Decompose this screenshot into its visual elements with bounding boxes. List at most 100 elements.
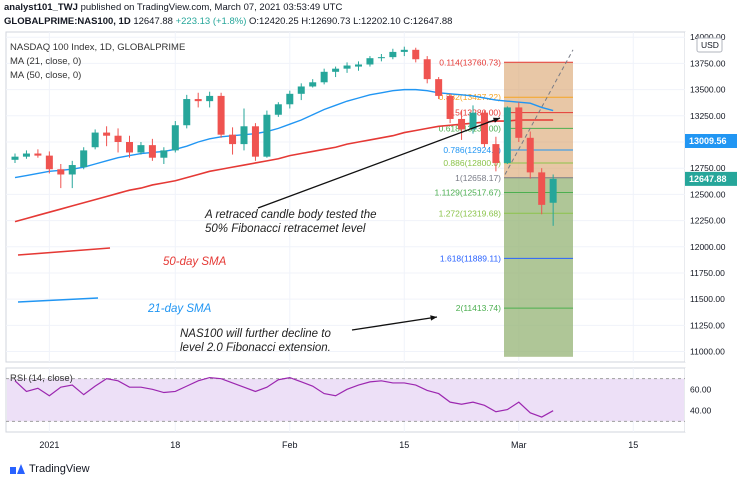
candle-body — [80, 150, 88, 168]
author-name[interactable]: analyst101_TWJ — [4, 2, 78, 13]
candle-body — [355, 64, 362, 67]
candle-body — [400, 49, 408, 52]
candle-body — [206, 95, 214, 102]
candle-body — [526, 137, 534, 173]
price-axis-label: 13500.00 — [690, 85, 726, 95]
price-tag — [685, 133, 737, 148]
candle-body — [332, 68, 340, 72]
annotation-arrow-decline-head — [430, 315, 437, 321]
candle-body — [11, 156, 19, 160]
candle-body — [240, 126, 248, 145]
fib-level-label: 1.618(11889.11) — [440, 253, 501, 263]
currency-label: USD — [701, 40, 719, 50]
fib-trend-line — [504, 49, 574, 175]
candle-body — [469, 112, 477, 130]
rsi-axis-label: 40.00 — [690, 406, 712, 416]
ma50-sample-line — [17, 247, 111, 256]
candle-body — [446, 95, 454, 119]
annotation-arrow-retrace-head — [493, 117, 500, 123]
annotation-retrace-line2: 50% Fibonacci retracemet level — [205, 223, 366, 235]
candle-body — [148, 145, 156, 158]
fib-level-label: 0.114(13760.73) — [439, 57, 501, 67]
candle-body — [412, 49, 420, 60]
candle-body — [503, 107, 511, 163]
candle-body — [45, 155, 53, 170]
price-axis-label: 12750.00 — [690, 163, 726, 173]
price-axis-label: 11750.00 — [690, 268, 725, 278]
candle-body — [377, 57, 385, 59]
annotation-decline-line2: level 2.0 Fibonacci extension. — [180, 342, 331, 354]
fib-level-label: 0.382(13427.22) — [439, 92, 502, 102]
candle-body — [194, 99, 202, 102]
currency-button[interactable] — [696, 37, 723, 53]
time-axis-label: 2021 — [39, 440, 59, 450]
rsi-axis-label: 60.00 — [690, 384, 712, 394]
candle-body — [229, 134, 237, 145]
candle-body — [137, 145, 145, 153]
candle-body — [492, 144, 500, 163]
price-axis — [685, 32, 740, 362]
annotation-ma50: 50-day SMA — [163, 256, 227, 268]
fib-level-label: 2(11413.74) — [456, 303, 501, 313]
rsi-axis — [685, 368, 740, 432]
candle-body — [160, 150, 168, 158]
candle-body — [183, 99, 191, 126]
chart-legend-title: NASDAQ 100 Index, 1D, GLOBALPRIME — [10, 42, 186, 53]
candle-body — [389, 51, 397, 58]
legend-ma21[interactable]: MA (21, close, 0) — [10, 56, 82, 67]
candle-body — [549, 178, 557, 203]
fib-level-label: 0.786(12924.0) — [443, 145, 501, 155]
ohlc-values: O:12420.25 H:12690.73 L:12202.10 C:12647… — [249, 16, 453, 27]
price-pane — [5, 31, 686, 363]
time-axis-label: 15 — [628, 440, 638, 450]
candle-body — [171, 125, 179, 151]
candle-body — [274, 104, 282, 115]
price-tag-label: 13009.56 — [689, 136, 727, 146]
price-axis-label: 11500.00 — [690, 294, 725, 304]
annotation-arrow-retrace — [257, 117, 501, 209]
fib-level-label: 1.1129(12517.67) — [435, 188, 502, 198]
tradingview-logo-icon — [10, 464, 25, 474]
price-change: +223.13 (+1.8%) — [175, 16, 247, 27]
candle-body — [320, 71, 328, 83]
fib-level-label: 0.886(12800.0) — [443, 158, 501, 168]
candle-body — [286, 93, 294, 105]
annotation-ma21: 21-day SMA — [147, 303, 212, 315]
candle-body — [458, 118, 466, 130]
rsi-line — [14, 376, 554, 418]
rsi-band — [7, 378, 684, 422]
price-axis-label: 11250.00 — [690, 320, 725, 330]
price-axis-label: 12250.00 — [690, 216, 726, 226]
price-tag — [685, 171, 737, 186]
price-axis-label: 12000.00 — [690, 242, 726, 252]
annotation-arrow-decline — [351, 316, 438, 331]
tradingview-footer[interactable]: TradingView — [10, 463, 90, 475]
candle-body — [22, 153, 30, 157]
symbol-header: GLOBALPRIME:NAS100, 1D 12647.88 +223.13 … — [4, 16, 452, 27]
price-axis-label: 14000.00 — [690, 32, 726, 42]
legend-ma50[interactable]: MA (50, close, 0) — [10, 70, 82, 81]
candle-body — [366, 58, 374, 65]
tradingview-brand: TradingView — [29, 463, 90, 475]
candle-body — [114, 135, 122, 142]
annotation-decline-line1: NAS100 will further decline to — [180, 328, 331, 340]
candle-body — [68, 165, 76, 175]
candle-body — [103, 132, 111, 136]
candle-body — [263, 114, 271, 157]
last-price: 12647.88 — [133, 16, 173, 27]
symbol-name[interactable]: GLOBALPRIME:NAS100, 1D — [4, 16, 131, 27]
candle-body — [343, 65, 351, 69]
fib-level-label: 1.272(12319.68) — [439, 208, 502, 218]
time-axis-label: 18 — [170, 440, 180, 450]
candle-body — [126, 142, 133, 153]
legend-rsi[interactable]: RSI (14, close) — [10, 373, 73, 384]
time-axis-label: Feb — [282, 440, 298, 450]
candle-body — [435, 79, 443, 96]
candle-body — [57, 169, 65, 175]
annotation-retrace-line1: A retraced candle body tested the — [204, 209, 377, 221]
candle-body — [297, 86, 305, 94]
candle-body — [515, 107, 523, 138]
fib-level-label: 1(12658.17) — [455, 173, 501, 183]
candle-body — [91, 132, 99, 148]
